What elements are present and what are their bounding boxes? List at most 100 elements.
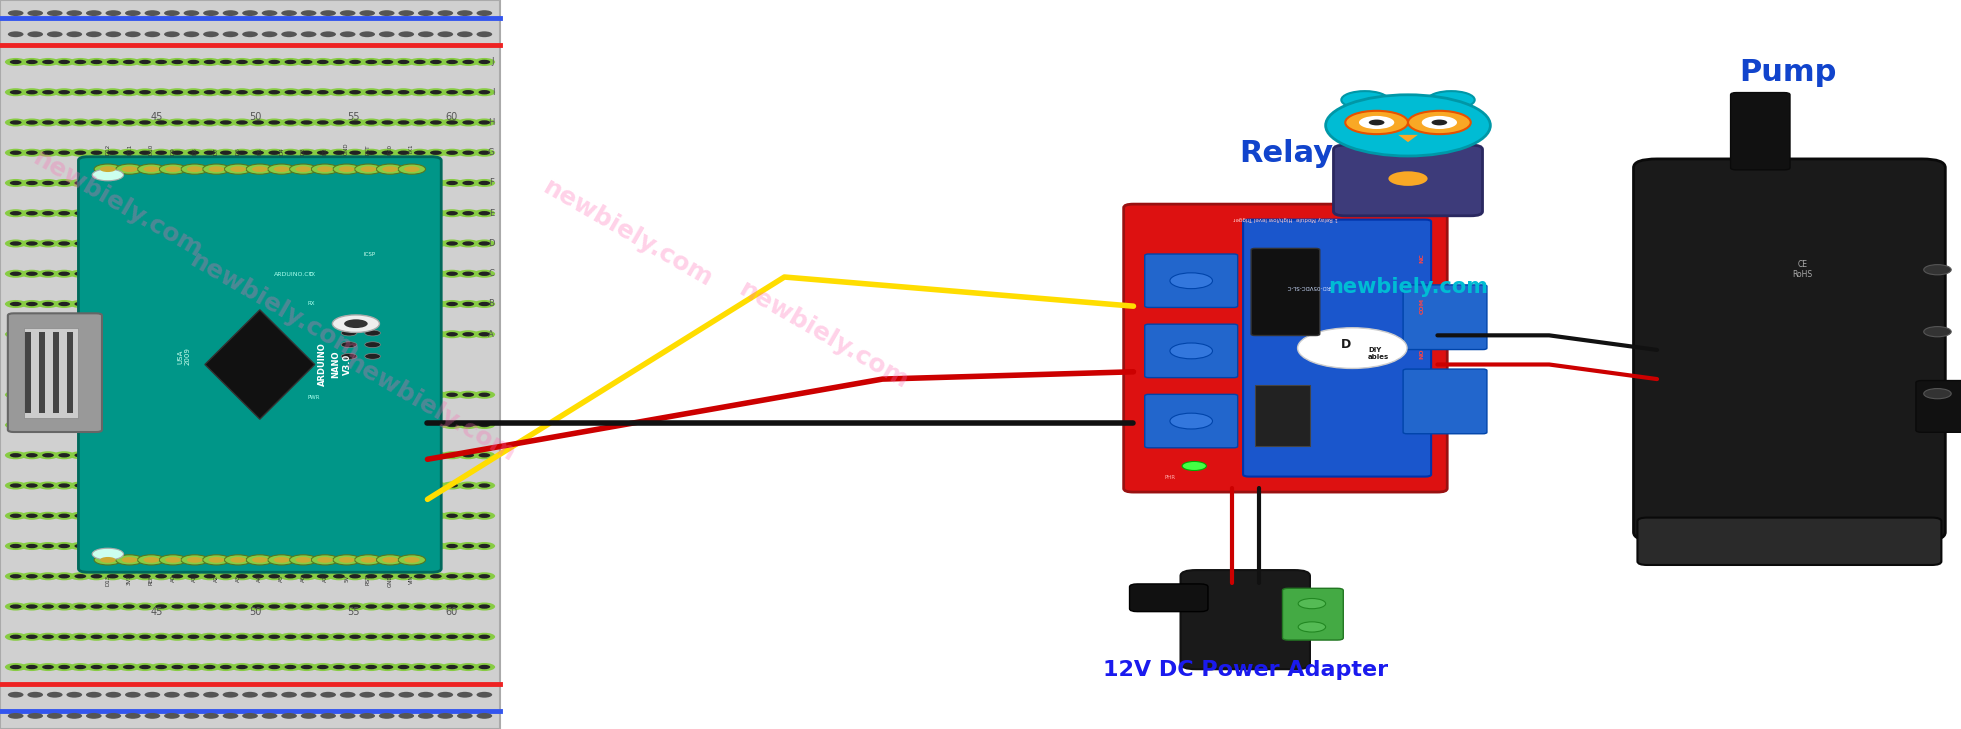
Circle shape <box>53 512 75 520</box>
Circle shape <box>284 211 296 216</box>
Circle shape <box>247 164 273 174</box>
Circle shape <box>198 270 220 278</box>
Circle shape <box>447 272 459 276</box>
Circle shape <box>296 633 318 641</box>
Circle shape <box>441 330 463 338</box>
Circle shape <box>280 31 296 37</box>
Circle shape <box>92 169 124 181</box>
Circle shape <box>8 692 24 698</box>
Circle shape <box>102 481 124 490</box>
Circle shape <box>204 453 216 458</box>
Circle shape <box>382 557 398 563</box>
Circle shape <box>220 181 231 185</box>
Circle shape <box>414 90 426 95</box>
Circle shape <box>263 58 284 66</box>
Circle shape <box>25 90 37 95</box>
FancyBboxPatch shape <box>1404 369 1486 434</box>
Circle shape <box>41 544 53 548</box>
Circle shape <box>296 118 318 127</box>
Circle shape <box>447 574 459 579</box>
Circle shape <box>327 512 349 520</box>
Circle shape <box>37 481 59 490</box>
Circle shape <box>429 332 441 337</box>
Circle shape <box>284 151 296 155</box>
Circle shape <box>106 60 118 64</box>
Circle shape <box>41 574 53 579</box>
Circle shape <box>167 300 188 308</box>
Circle shape <box>188 241 200 246</box>
Circle shape <box>8 713 24 719</box>
Circle shape <box>37 270 59 278</box>
Text: A: A <box>488 330 494 339</box>
Circle shape <box>53 209 75 217</box>
Circle shape <box>361 330 382 338</box>
Circle shape <box>139 483 151 488</box>
Circle shape <box>59 513 71 518</box>
Circle shape <box>410 58 431 66</box>
Text: A3: A3 <box>235 574 241 582</box>
Circle shape <box>220 453 231 458</box>
Circle shape <box>216 451 237 459</box>
Circle shape <box>290 555 318 565</box>
Circle shape <box>41 332 53 337</box>
Circle shape <box>224 31 239 37</box>
Circle shape <box>155 574 167 579</box>
Circle shape <box>106 483 118 488</box>
Circle shape <box>349 513 361 518</box>
Circle shape <box>204 90 216 95</box>
Circle shape <box>382 453 394 458</box>
Circle shape <box>414 332 426 337</box>
Circle shape <box>345 542 367 550</box>
Circle shape <box>155 60 167 64</box>
Circle shape <box>318 604 329 609</box>
Text: G: G <box>488 148 494 157</box>
Circle shape <box>457 713 473 719</box>
Text: 50: 50 <box>249 607 261 617</box>
Circle shape <box>22 149 43 157</box>
Circle shape <box>182 451 204 459</box>
Circle shape <box>188 604 200 609</box>
Circle shape <box>457 240 478 248</box>
Circle shape <box>312 118 333 127</box>
Text: C: C <box>488 269 494 278</box>
Circle shape <box>155 272 167 276</box>
Text: SRD-05VDC-SL-C: SRD-05VDC-SL-C <box>1286 284 1333 289</box>
Circle shape <box>284 272 296 276</box>
Circle shape <box>429 211 441 216</box>
Circle shape <box>1924 389 1951 399</box>
Circle shape <box>333 151 345 155</box>
Circle shape <box>90 392 102 397</box>
Circle shape <box>59 665 71 669</box>
Circle shape <box>25 211 37 216</box>
Circle shape <box>204 60 216 64</box>
Circle shape <box>296 58 318 66</box>
Circle shape <box>86 179 108 187</box>
Circle shape <box>137 164 165 174</box>
Circle shape <box>441 209 463 217</box>
Circle shape <box>155 332 167 337</box>
Circle shape <box>280 481 302 490</box>
Circle shape <box>133 481 155 490</box>
Circle shape <box>47 31 63 37</box>
Circle shape <box>184 31 200 37</box>
Circle shape <box>478 423 490 427</box>
Circle shape <box>253 302 265 306</box>
Circle shape <box>398 164 426 174</box>
Circle shape <box>86 713 102 719</box>
Circle shape <box>300 60 312 64</box>
Circle shape <box>167 481 188 490</box>
Circle shape <box>312 542 333 550</box>
Circle shape <box>118 58 139 66</box>
Circle shape <box>333 241 345 246</box>
Circle shape <box>37 391 59 399</box>
Circle shape <box>139 181 151 185</box>
Circle shape <box>182 88 204 96</box>
Circle shape <box>333 513 345 518</box>
Circle shape <box>171 211 182 216</box>
Text: D6: D6 <box>235 147 241 155</box>
Circle shape <box>53 118 75 127</box>
Circle shape <box>477 10 492 16</box>
Text: NC: NC <box>1420 254 1426 263</box>
Circle shape <box>204 634 216 639</box>
Circle shape <box>343 319 367 328</box>
